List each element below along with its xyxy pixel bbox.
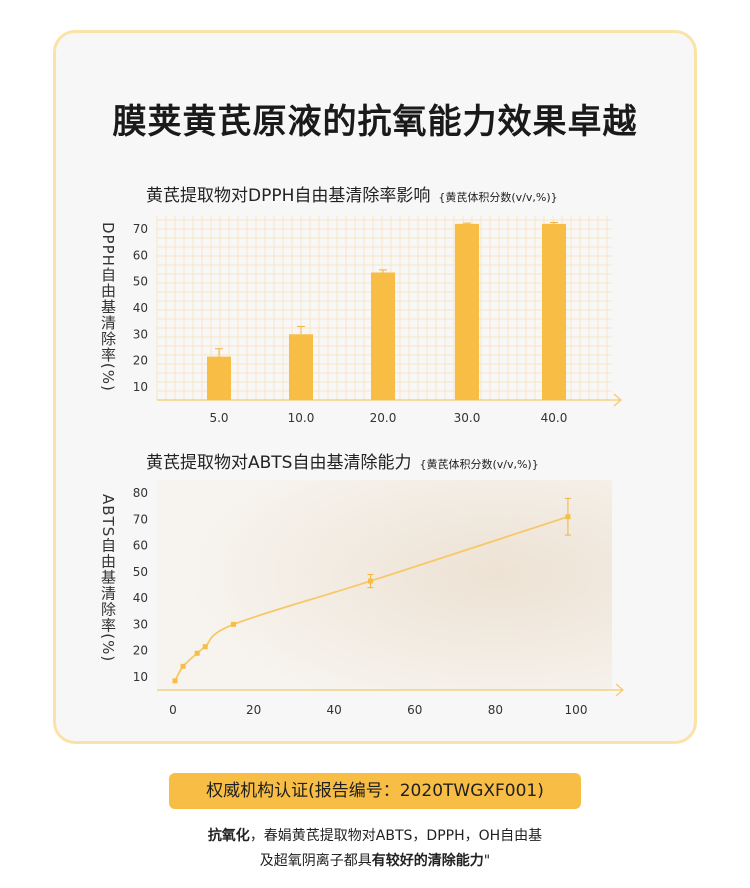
abts-chart-title: 黄芪提取物对ABTS自由基清除能力 {黄芪体积分数(v/v,%)} <box>146 448 539 473</box>
certification-badge: 权威机构认证(报告编号：2020TWGXF001) <box>169 773 581 809</box>
abts-chart-subtitle: {黄芪体积分数(v/v,%)} <box>419 458 539 471</box>
note-line-1: 抗氧化，春娟黄芪提取物对ABTS，DPPH，OH自由基 <box>0 825 750 845</box>
page-title: 膜荚黄芪原液的抗氧能力效果卓越 <box>112 102 638 142</box>
abts-chart-title-text: 黄芪提取物对ABTS自由基清除能力 <box>146 453 412 473</box>
note-line-1-rest: ，春娟黄芪提取物对ABTS，DPPH，OH自由基 <box>249 828 543 844</box>
abts-y-axis-label: ABTS自由基清除率(%) <box>99 494 117 663</box>
note-line-2-start: 及超氧阴离子都具 <box>259 853 372 869</box>
note-line-1-bold: 抗氧化 <box>207 828 250 844</box>
dpph-chart-subtitle: {黄芪体积分数(v/v,%)} <box>438 191 558 204</box>
dpph-chart-title: 黄芪提取物对DPPH自由基清除率影响 {黄芪体积分数(v/v,%)} <box>146 181 558 206</box>
note-line-2-end: " <box>483 853 491 869</box>
note-line-2-bold: 有较好的清除能力 <box>371 853 484 869</box>
dpph-chart-title-text: 黄芪提取物对DPPH自由基清除率影响 <box>146 186 431 206</box>
note-line-2: 及超氧阴离子都具有较好的清除能力" <box>0 850 750 870</box>
dpph-y-axis-label: DPPH自由基清除率(%) <box>99 222 117 392</box>
